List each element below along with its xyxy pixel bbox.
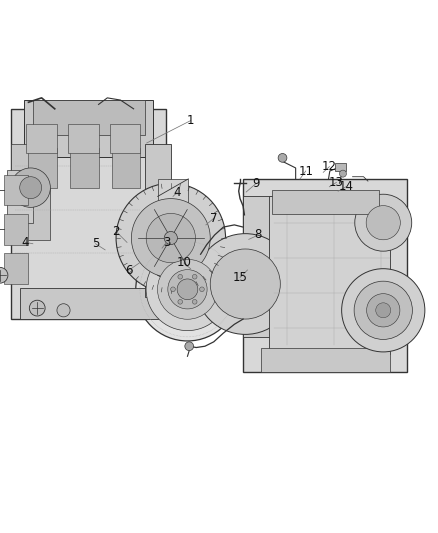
Circle shape (177, 279, 198, 300)
Circle shape (146, 248, 229, 330)
Text: 7: 7 (210, 212, 218, 225)
Text: 2: 2 (112, 225, 120, 238)
Circle shape (195, 233, 296, 334)
Circle shape (131, 199, 210, 278)
Circle shape (376, 303, 391, 318)
Bar (269, 197, 390, 354)
Circle shape (57, 304, 70, 317)
Text: 5: 5 (92, 237, 99, 250)
Circle shape (210, 249, 280, 319)
Circle shape (178, 274, 183, 279)
Circle shape (158, 259, 217, 319)
Bar (158, 179, 188, 293)
Bar (243, 179, 407, 372)
Circle shape (11, 168, 50, 207)
Circle shape (366, 206, 400, 240)
Circle shape (116, 183, 226, 293)
Text: 1: 1 (187, 114, 194, 127)
Bar (272, 190, 379, 214)
Circle shape (339, 170, 346, 177)
Text: 11: 11 (298, 165, 313, 177)
Text: 14: 14 (339, 180, 353, 193)
Circle shape (136, 238, 239, 341)
Text: 3: 3 (163, 236, 170, 249)
Circle shape (164, 231, 177, 245)
Circle shape (171, 287, 175, 292)
Text: 10: 10 (177, 256, 191, 270)
Bar (70, 148, 99, 188)
Bar (110, 124, 140, 152)
Text: 15: 15 (233, 271, 247, 284)
Bar (4, 253, 28, 284)
Circle shape (192, 300, 197, 304)
Bar (243, 197, 274, 336)
Circle shape (355, 194, 412, 251)
Circle shape (178, 300, 183, 304)
Bar (33, 100, 145, 135)
Text: 6: 6 (125, 263, 133, 277)
Bar (68, 124, 99, 152)
Text: 8: 8 (255, 229, 262, 241)
Bar (26, 124, 57, 152)
Bar (11, 109, 166, 319)
Circle shape (354, 281, 413, 340)
Text: 4: 4 (21, 236, 29, 249)
Text: 13: 13 (329, 176, 344, 189)
Circle shape (342, 269, 425, 352)
Bar (261, 348, 390, 372)
Bar (335, 163, 346, 171)
Bar (28, 148, 57, 188)
Circle shape (29, 300, 45, 316)
Circle shape (0, 268, 8, 283)
Circle shape (20, 177, 42, 199)
Text: 12: 12 (322, 160, 337, 173)
Bar (4, 214, 28, 245)
Circle shape (146, 213, 195, 263)
Bar (145, 144, 171, 297)
Bar (112, 148, 140, 188)
Bar (20, 288, 158, 319)
Bar (4, 174, 28, 205)
Circle shape (168, 270, 207, 309)
Text: 4: 4 (173, 185, 181, 198)
Bar (24, 100, 153, 157)
Circle shape (278, 154, 287, 162)
Circle shape (200, 287, 204, 292)
Bar (7, 170, 33, 223)
Circle shape (367, 294, 400, 327)
Text: 9: 9 (252, 177, 260, 190)
Bar (11, 144, 50, 240)
Circle shape (192, 274, 197, 279)
Circle shape (185, 342, 194, 351)
